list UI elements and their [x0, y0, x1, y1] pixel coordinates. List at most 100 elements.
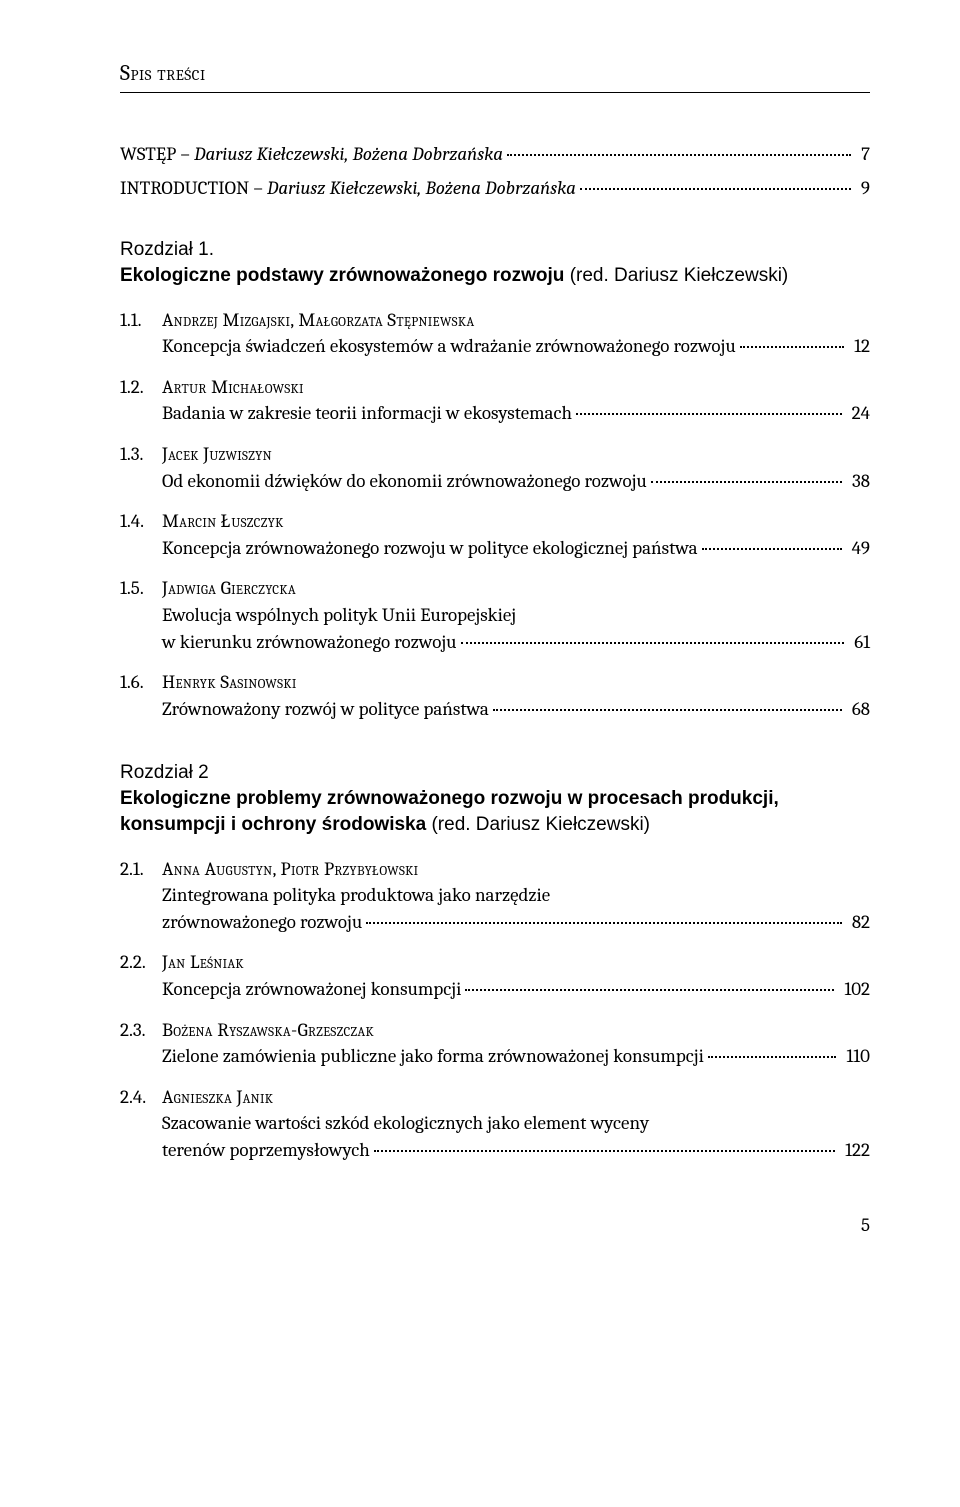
entry-page: 68 — [846, 696, 870, 723]
entry-number: 2.1. — [120, 856, 162, 936]
toc-entry: 1.4.Marcin ŁuszczykKoncepcja zrównoważon… — [120, 508, 870, 561]
toc-entry: 1.6.Henryk SasinowskiZrównoważony rozwój… — [120, 669, 870, 722]
chapter-title: Ekologiczne problemy zrównoważonego rozw… — [120, 786, 870, 837]
leader-dots — [576, 413, 842, 415]
leader-dots — [507, 154, 851, 156]
entry-page: 49 — [846, 535, 870, 562]
toc-entry: 1.3.Jacek JuzwiszynOd ekonomii dźwięków … — [120, 441, 870, 494]
leader-dots — [580, 188, 851, 190]
entry-title: Szacowanie wartości szkód ekologicznych … — [162, 1110, 649, 1137]
entry-author: Bożena Ryszawska-Grzeszczak — [162, 1017, 870, 1044]
entry-author: Andrzej Mizgajski, Małgorzata Stępniewsk… — [162, 307, 870, 334]
entry-title-row: Koncepcja świadczeń ekosystemów a wdraża… — [162, 333, 870, 360]
toc-entry: 2.2.Jan LeśniakKoncepcja zrównoważonej k… — [120, 949, 870, 1002]
entry-title-row: Zielone zamówienia publiczne jako forma … — [162, 1043, 870, 1070]
leader-dots — [702, 548, 842, 550]
leader-dots — [740, 346, 844, 348]
toc-entry: 1.5.Jadwiga GierczyckaEwolucja wspólnych… — [120, 575, 870, 655]
entry-title: Od ekonomii dźwięków do ekonomii zrównow… — [162, 468, 647, 495]
entry-body: Artur MichałowskiBadania w zakresie teor… — [162, 374, 870, 427]
leader-dots — [374, 1150, 835, 1152]
entry-body: Jacek JuzwiszynOd ekonomii dźwięków do e… — [162, 441, 870, 494]
entry-title-row: Zrównoważony rozwój w polityce państwa 6… — [162, 696, 870, 723]
entry-author: Anna Augustyn, Piotr Przybyłowski — [162, 856, 870, 883]
chapter-title: Ekologiczne podstawy zrównoważonego rozw… — [120, 263, 870, 289]
entry-title: Ewolucja wspólnych polityk Unii Europejs… — [162, 602, 516, 629]
toc-entry: 2.4.Agnieszka JanikSzacowanie wartości s… — [120, 1084, 870, 1164]
entry-title-row: w kierunku zrównoważonego rozwoju 61 — [162, 629, 870, 656]
entry-title-row: Koncepcja zrównoważonej konsumpcji 102 — [162, 976, 870, 1003]
chapter-label: Rozdział 2 — [120, 762, 870, 784]
chapter-1-heading: Rozdział 1. Ekologiczne podstawy zrównow… — [120, 239, 870, 289]
leader-dots — [366, 922, 842, 924]
entry-title-row: Badania w zakresie teorii informacji w e… — [162, 400, 870, 427]
intro-authors: Dariusz Kiełczewski, Bożena Dobrzańska — [267, 177, 576, 199]
entry-body: Bożena Ryszawska-GrzeszczakZielone zamów… — [162, 1017, 870, 1070]
entry-author: Jadwiga Gierczycka — [162, 575, 870, 602]
chapter-editor: (red. Dariusz Kiełczewski) — [564, 265, 788, 286]
chapter-label: Rozdział 1. — [120, 239, 870, 261]
leader-dots — [461, 642, 845, 644]
entry-number: 1.1. — [120, 307, 162, 360]
entry-body: Andrzej Mizgajski, Małgorzata Stępniewsk… — [162, 307, 870, 360]
entry-title: Zielone zamówienia publiczne jako forma … — [162, 1043, 704, 1070]
entry-author: Jacek Juzwiszyn — [162, 441, 870, 468]
intro-prefix: INTRODUCTION – — [120, 177, 267, 199]
entry-number: 1.2. — [120, 374, 162, 427]
entry-title: Koncepcja zrównoważonej konsumpcji — [162, 976, 461, 1003]
entry-number: 1.5. — [120, 575, 162, 655]
leader-dots — [465, 989, 834, 991]
entry-number: 1.6. — [120, 669, 162, 722]
entry-title-row: Ewolucja wspólnych polityk Unii Europejs… — [162, 602, 870, 629]
entry-title: Zintegrowana polityka produktowa jako na… — [162, 882, 550, 909]
leader-dots — [493, 709, 842, 711]
intro-page: 7 — [855, 143, 870, 165]
entry-title: Koncepcja świadczeń ekosystemów a wdraża… — [162, 333, 736, 360]
entry-page: 102 — [838, 976, 870, 1003]
entry-title: Koncepcja zrównoważonego rozwoju w polit… — [162, 535, 698, 562]
page-number: 5 — [120, 1214, 870, 1236]
entry-page: 38 — [846, 468, 870, 495]
toc-entry: 1.1.Andrzej Mizgajski, Małgorzata Stępni… — [120, 307, 870, 360]
entry-page: 12 — [848, 333, 870, 360]
entry-page: 122 — [839, 1137, 870, 1164]
entry-title-row: Koncepcja zrównoważonego rozwoju w polit… — [162, 535, 870, 562]
entry-number: 2.3. — [120, 1017, 162, 1070]
page-title: Spis treści — [120, 60, 870, 93]
entry-page: 24 — [846, 400, 870, 427]
entry-author: Artur Michałowski — [162, 374, 870, 401]
intro-authors: Dariusz Kiełczewski, Bożena Dobrzańska — [194, 143, 503, 165]
entry-number: 1.3. — [120, 441, 162, 494]
entry-page: 61 — [848, 629, 870, 656]
entry-number: 2.4. — [120, 1084, 162, 1164]
toc-entry: 2.3.Bożena Ryszawska-GrzeszczakZielone z… — [120, 1017, 870, 1070]
entry-page: 110 — [840, 1043, 870, 1070]
entry-body: Anna Augustyn, Piotr PrzybyłowskiZintegr… — [162, 856, 870, 936]
entry-body: Jan LeśniakKoncepcja zrównoważonej konsu… — [162, 949, 870, 1002]
entry-title: Zrównoważony rozwój w polityce państwa — [162, 696, 489, 723]
chapter-editor: (red. Dariusz Kiełczewski) — [426, 814, 650, 835]
entry-title-row: Szacowanie wartości szkód ekologicznych … — [162, 1110, 870, 1137]
entry-number: 2.2. — [120, 949, 162, 1002]
entry-title: zrównoważonego rozwoju — [162, 909, 362, 936]
entry-body: Henryk SasinowskiZrównoważony rozwój w p… — [162, 669, 870, 722]
entry-title-row: terenów poprzemysłowych 122 — [162, 1137, 870, 1164]
toc-entry: 1.2.Artur MichałowskiBadania w zakresie … — [120, 374, 870, 427]
entry-title-row: Zintegrowana polityka produktowa jako na… — [162, 882, 870, 909]
entry-title-row: Od ekonomii dźwięków do ekonomii zrównow… — [162, 468, 870, 495]
entry-title: terenów poprzemysłowych — [162, 1137, 370, 1164]
entry-author: Jan Leśniak — [162, 949, 870, 976]
entry-author: Marcin Łuszczyk — [162, 508, 870, 535]
leader-dots — [708, 1056, 837, 1058]
chapter-2-heading: Rozdział 2 Ekologiczne problemy zrównowa… — [120, 762, 870, 837]
entry-title: w kierunku zrównoważonego rozwoju — [162, 629, 457, 656]
entry-author: Agnieszka Janik — [162, 1084, 870, 1111]
leader-dots — [651, 481, 842, 483]
entry-title-row: zrównoważonego rozwoju 82 — [162, 909, 870, 936]
intro-introduction: INTRODUCTION – Dariusz Kiełczewski, Boże… — [120, 177, 870, 199]
entry-body: Agnieszka JanikSzacowanie wartości szkód… — [162, 1084, 870, 1164]
intro-page: 9 — [855, 177, 870, 199]
entry-number: 1.4. — [120, 508, 162, 561]
intro-prefix: WSTĘP – — [120, 143, 194, 165]
chapter-title-bold: Ekologiczne podstawy zrównoważonego rozw… — [120, 265, 564, 286]
